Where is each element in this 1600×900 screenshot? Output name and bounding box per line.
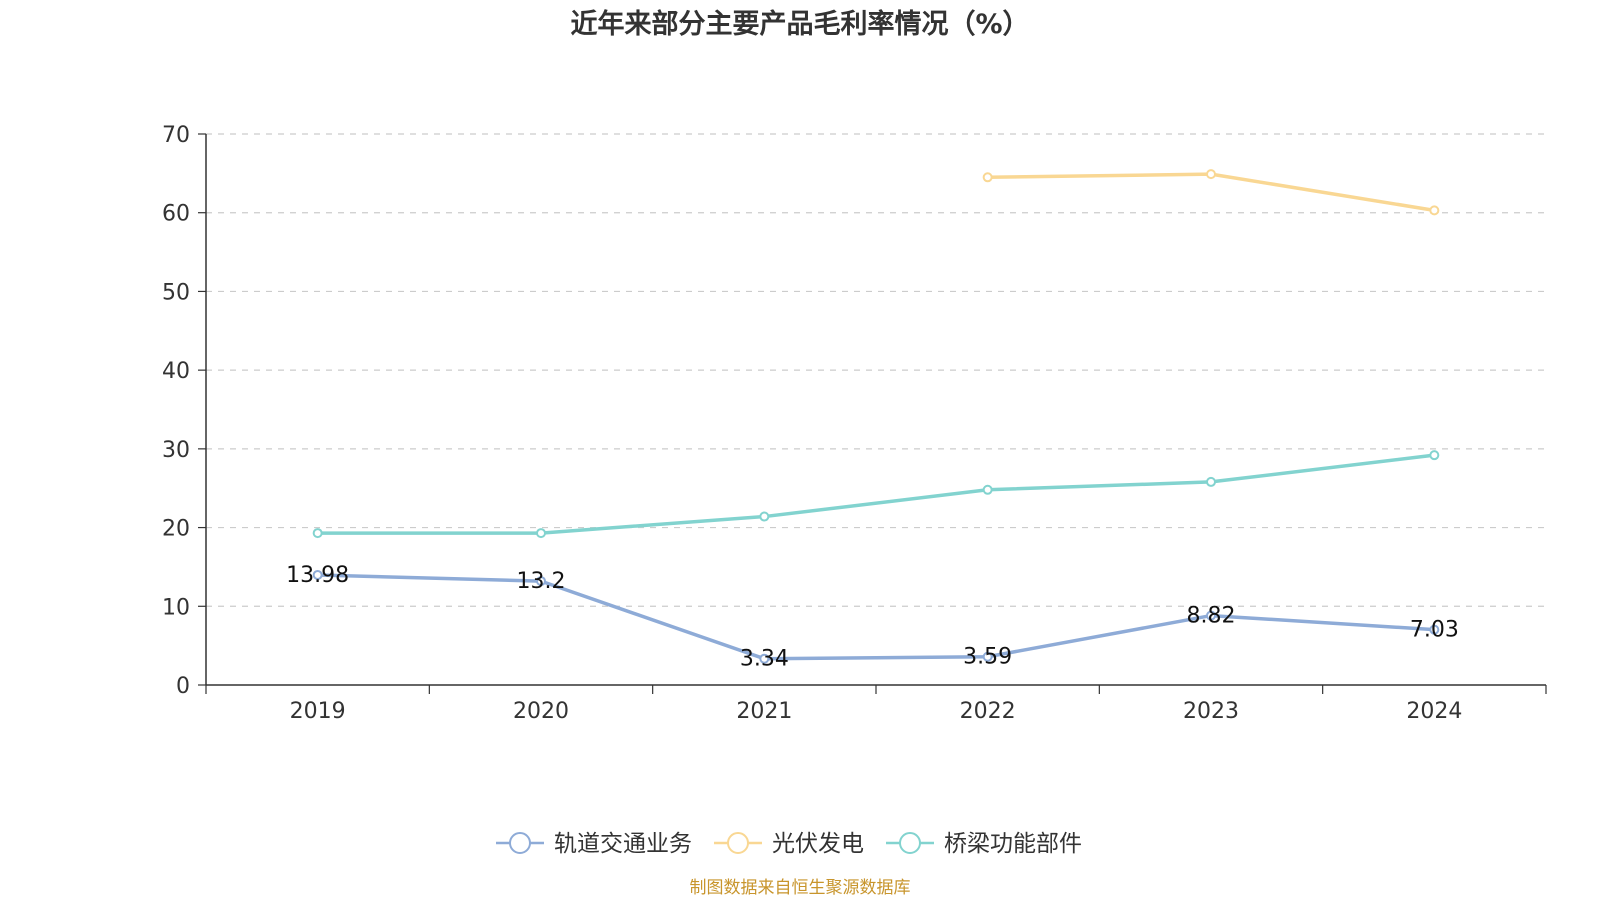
legend: 轨道交通业务 光伏发电 桥梁功能部件 [496, 831, 1082, 857]
data-label: 7.03 [1410, 618, 1459, 643]
data-point [1429, 205, 1440, 216]
series-line-1 [987, 172, 1435, 213]
series-line-2 [317, 453, 1435, 535]
x-tick-label: 2019 [290, 699, 346, 724]
y-tick-label: 20 [162, 517, 190, 542]
data-point [982, 484, 993, 495]
y-tick-label: 0 [176, 674, 190, 699]
legend-label: 轨道交通业务 [554, 831, 692, 857]
source-note: 制图数据来自恒生聚源数据库 [690, 878, 911, 898]
y-tick-label: 40 [162, 359, 190, 384]
legend-item-1[interactable]: 光伏发电 [714, 831, 864, 857]
data-label: 3.59 [963, 645, 1012, 670]
data-label: 13.98 [286, 563, 349, 588]
y-tick-label: 50 [162, 280, 190, 305]
data-point [536, 528, 546, 539]
y-tick-label: 30 [162, 438, 190, 463]
series-line-0 [317, 573, 1435, 661]
data-label: 13.2 [517, 569, 566, 594]
legend-marker [509, 832, 531, 854]
data-point [982, 172, 993, 183]
legend-item-0[interactable]: 轨道交通业务 [496, 831, 692, 857]
data-point [1206, 610, 1216, 621]
axes: 0 10 20 30 40 50 60 70 2019 2020 2021 2022 2023 2024 [162, 123, 1547, 724]
legend-item-2[interactable]: 桥梁功能部件 [886, 831, 1082, 857]
data-point [1206, 476, 1216, 487]
data-point [759, 511, 770, 522]
x-tick-label: 2023 [1183, 699, 1239, 724]
y-tick-label: 70 [162, 123, 190, 148]
series-lines [312, 169, 1440, 664]
data-point [982, 651, 993, 662]
data-label: 3.34 [740, 647, 789, 672]
data-point [1429, 624, 1440, 635]
data-point [312, 528, 323, 539]
y-tick-label: 10 [162, 595, 190, 620]
x-tick-label: 2020 [513, 699, 569, 724]
data-labels: 13.98 13.2 3.34 3.59 8.82 7.03 [286, 563, 1459, 672]
data-label: 8.82 [1187, 604, 1236, 629]
y-tick-label: 60 [162, 202, 190, 227]
data-point [1429, 450, 1440, 461]
grid-lines [206, 133, 1546, 607]
legend-marker [899, 832, 921, 854]
x-tick-label: 2021 [736, 699, 792, 724]
legend-marker [727, 832, 749, 854]
data-point [312, 569, 323, 580]
x-tick-label: 2022 [960, 699, 1016, 724]
data-point [1206, 169, 1216, 180]
legend-label: 桥梁功能部件 [944, 831, 1082, 857]
legend-label: 光伏发电 [772, 831, 864, 857]
data-point [536, 576, 546, 587]
chart-title: 近年来部分主要产品毛利率情况（%） [570, 8, 1029, 40]
x-tick-label: 2024 [1406, 699, 1462, 724]
data-point [759, 653, 770, 664]
